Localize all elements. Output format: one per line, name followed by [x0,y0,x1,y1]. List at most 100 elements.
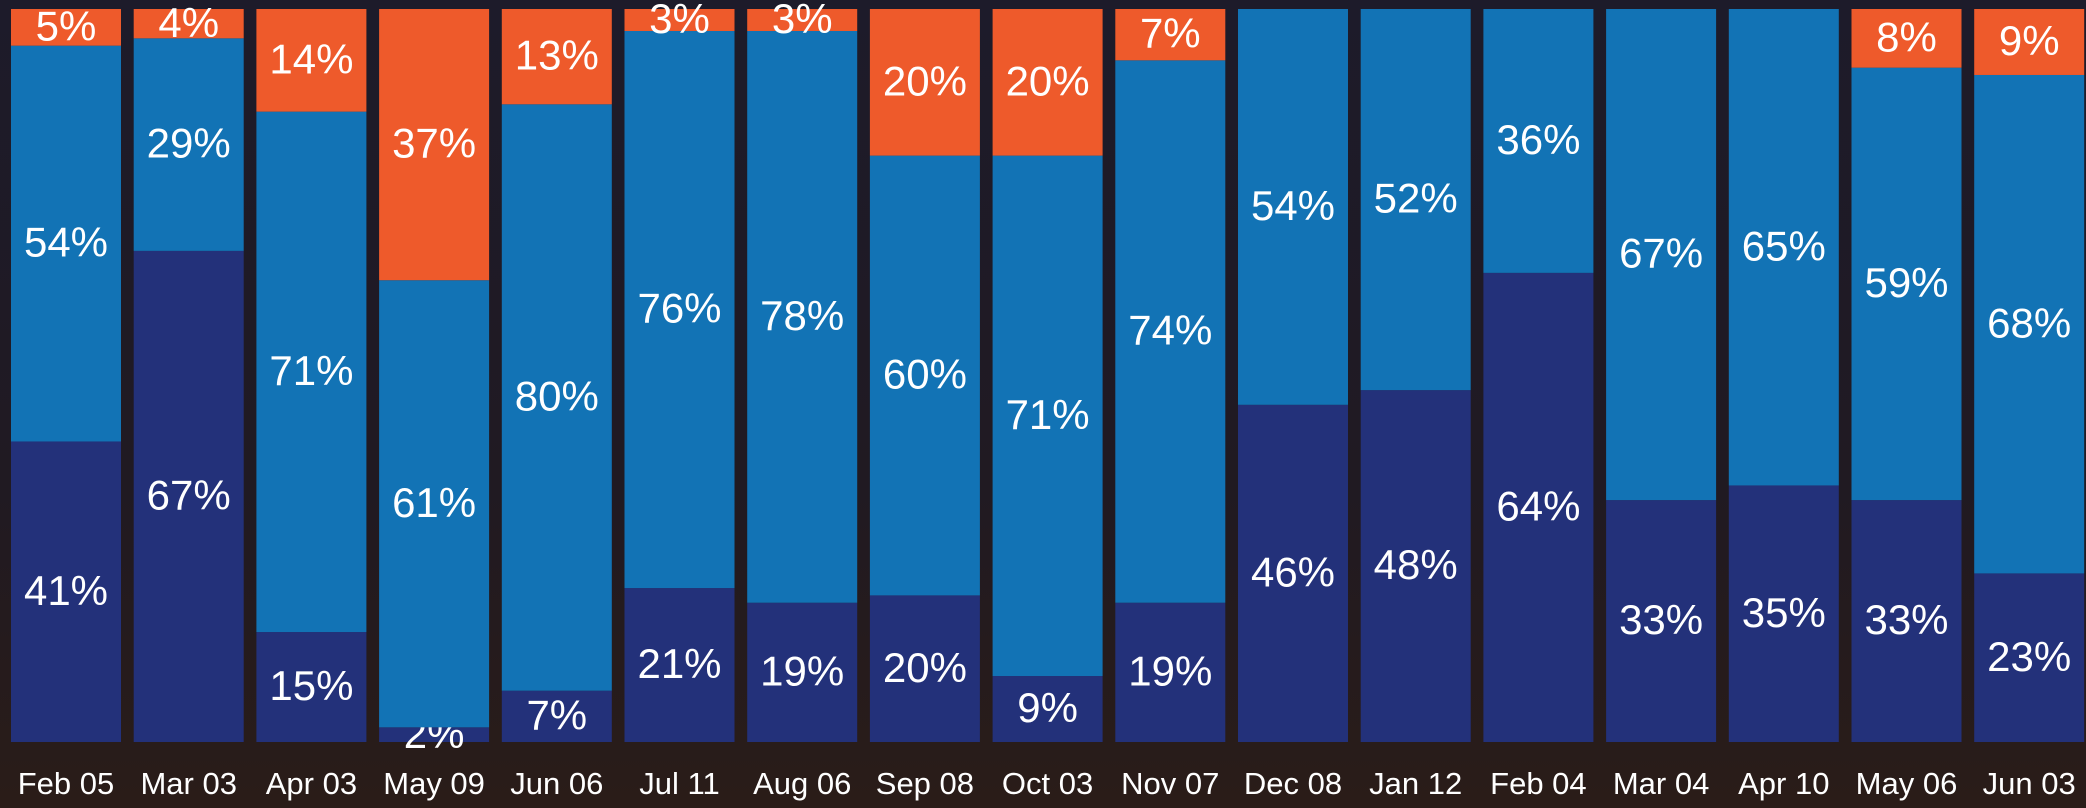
bar-segment [747,602,858,742]
x-tick-label: Apr 03 [266,766,357,801]
value-label: 20% [883,57,967,104]
bar-segment [992,676,1103,742]
bar-segment [11,9,121,46]
bar-segment [501,104,612,691]
x-tick-label: Nov 07 [1121,766,1219,801]
value-label: 5% [36,2,97,49]
bar-segment [501,690,612,742]
value-label: 65% [1742,222,1826,269]
x-tick-label: Apr 10 [1738,766,1829,801]
value-label: 3% [772,0,833,42]
bar-segment [992,155,1103,677]
value-label: 7% [1140,10,1201,57]
bar-segment [133,9,244,39]
value-label: 33% [1619,596,1703,643]
bar-segment [133,250,244,742]
bar-segment [1483,272,1594,742]
bar-segment [869,595,980,742]
x-tick-label: Dec 08 [1244,766,1342,801]
x-tick-label: Jun 03 [1983,766,2076,801]
value-label: 19% [760,647,844,694]
value-label: 78% [760,292,844,339]
value-label: 3% [649,0,710,42]
bar-segment [11,45,121,442]
bar-segment [624,9,735,31]
value-label: 23% [1987,633,2071,680]
value-label: 35% [1742,589,1826,636]
bar-segment [256,111,367,633]
bar-segment [624,588,735,742]
value-label: 20% [1006,57,1090,104]
value-label: 37% [392,120,476,167]
x-tick-label: Oct 03 [1002,766,1093,801]
bar-segment [379,280,490,728]
value-label: 67% [147,472,231,519]
bar-segment [747,30,858,603]
value-label: 71% [269,347,353,394]
value-label: 9% [1017,684,1078,731]
value-label: 61% [392,479,476,526]
x-tick-label: Sep 08 [876,766,974,801]
bar-segment [1728,485,1839,742]
value-label: 21% [637,640,721,687]
value-label: 54% [24,219,108,266]
value-label: 9% [1999,17,2060,64]
value-label: 80% [515,373,599,420]
x-tick-label: May 06 [1856,766,1958,801]
bar-segment [1728,9,1839,486]
value-label: 29% [147,120,231,167]
x-tick-label: Jul 11 [639,766,719,801]
value-label: 41% [24,567,108,614]
bar-segment [869,155,980,596]
bar-segment [992,9,1103,156]
bar-segment [1606,9,1717,501]
bar-segment [1360,9,1471,391]
value-label: 54% [1251,182,1335,229]
value-label: 46% [1251,549,1335,596]
bar-segment [1115,60,1226,603]
value-label: 64% [1496,483,1580,530]
bar-segment [747,9,858,31]
x-tick-label: Jun 06 [510,766,603,801]
value-label: 60% [883,351,967,398]
bar-segment [1974,9,2085,75]
value-label: 36% [1496,116,1580,163]
x-tick-label: Feb 04 [1490,766,1587,801]
value-label: 76% [637,285,721,332]
bar-segment [1360,390,1471,742]
bar-segment [501,9,612,105]
bar-segment [1115,9,1226,61]
bar-segment [256,632,367,742]
bar-segment [1974,74,2085,574]
value-label: 20% [883,644,967,691]
value-label: 71% [1006,391,1090,438]
value-label: 14% [269,35,353,82]
bar-segment [1851,500,1962,742]
value-label: 33% [1864,596,1948,643]
bar-segment [379,9,490,281]
value-label: 4% [158,0,219,46]
value-label: 67% [1619,230,1703,277]
x-tick-label: Aug 06 [753,766,851,801]
bar-segment [11,441,121,742]
value-label: 8% [1876,13,1937,60]
x-tick-label: Feb 05 [18,766,115,801]
x-tick-label: Jan 12 [1369,766,1462,801]
value-label: 19% [1128,647,1212,694]
x-tick-label: Mar 03 [140,766,236,801]
x-tick-label: Mar 04 [1613,766,1709,801]
bar-segment [1851,67,1962,501]
bar-segment [624,30,735,589]
value-label: 68% [1987,299,2071,346]
bar-segment [133,38,244,251]
value-label: 48% [1374,541,1458,588]
bar-segment [1974,573,2085,742]
x-tick-label: May 09 [383,766,485,801]
value-label: 52% [1374,175,1458,222]
value-label: 7% [526,691,587,738]
bar-segment [379,727,490,742]
value-label: 15% [269,662,353,709]
bar-segment [1606,500,1717,742]
bar-segment [1238,9,1348,405]
